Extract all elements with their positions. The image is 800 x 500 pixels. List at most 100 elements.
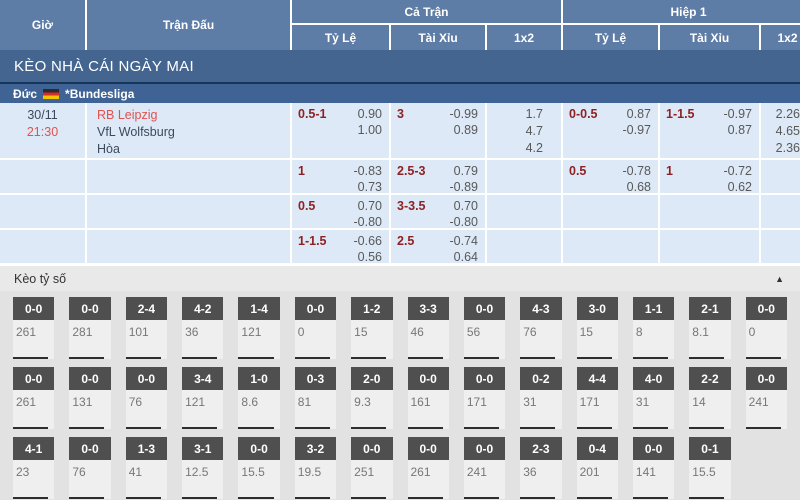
score-odds-card[interactable]: 4-3 76 — [520, 297, 562, 359]
odds-value[interactable]: 0.56 — [357, 250, 382, 263]
score-odds-card[interactable]: 0-0 76 — [125, 367, 168, 429]
full-handicap-odds[interactable]: 0.5-1 0.90 1.00 — [292, 103, 389, 158]
score-odds-card[interactable]: 3-0 15 — [576, 297, 618, 359]
score-odds-card[interactable]: 0-1 15.5 — [689, 437, 731, 499]
score-odds-card[interactable]: 0-4 201 — [576, 437, 618, 499]
score-odds-value: 81 — [297, 395, 312, 409]
odds-value[interactable]: 4.65 — [775, 124, 800, 138]
odds-value[interactable]: 0.87 — [626, 107, 651, 121]
score-odds-card[interactable]: 3-3 46 — [407, 297, 449, 359]
score-odds-value: 141 — [635, 465, 656, 479]
odds-value[interactable]: 4.7 — [525, 124, 543, 138]
score-odds-card[interactable]: 0-0 161 — [407, 367, 449, 429]
odds-value[interactable]: 0.79 — [453, 164, 478, 178]
score-odds-card[interactable]: 3-1 12.5 — [182, 437, 224, 499]
score-odds-card[interactable]: 0-0 76 — [69, 437, 111, 499]
score-odds-card[interactable]: 2-1 8.1 — [689, 297, 731, 359]
empty-cell — [87, 160, 290, 193]
full-overunder-odds[interactable]: 2.5-3 0.79 -0.89 — [391, 160, 485, 193]
score-odds-card[interactable]: 3-4 121 — [182, 367, 224, 429]
odds-value[interactable]: 0.87 — [727, 123, 752, 137]
full-1x2-odds[interactable]: 1.7 4.7 4.2 — [487, 103, 561, 158]
odds-value[interactable]: 2.26 — [775, 107, 800, 121]
score-odds-card[interactable]: 1-2 15 — [351, 297, 393, 359]
full-overunder-odds[interactable]: 3-3.5 0.70 -0.80 — [391, 195, 485, 228]
score-odds-card[interactable]: 4-1 23 — [13, 437, 55, 499]
odds-value[interactable]: 1.00 — [357, 123, 382, 137]
score-odds-card[interactable]: 4-4 171 — [576, 367, 618, 429]
h1-handicap-odds[interactable]: 0.5 -0.78 0.68 — [563, 160, 658, 193]
odds-value[interactable]: 1.7 — [525, 107, 543, 121]
odds-value[interactable]: 0.89 — [453, 123, 478, 137]
odds-value[interactable]: -0.74 — [449, 234, 479, 248]
full-overunder-odds[interactable]: 2.5 -0.74 0.64 — [391, 230, 485, 263]
score-section-header[interactable]: Kèo tỷ số ▲ — [0, 266, 800, 291]
h1-overunder-odds[interactable]: 1 -0.72 0.62 — [660, 160, 759, 193]
score-odds-card[interactable]: 1-3 41 — [125, 437, 168, 499]
h1-1x2-odds[interactable]: 2.26 4.65 2.36 — [761, 103, 800, 158]
score-odds-card[interactable]: 1-4 121 — [238, 297, 280, 359]
league-name: *Bundesliga — [65, 86, 135, 101]
score-odds-value: 31 — [523, 395, 537, 409]
score-odds-card[interactable]: 4-0 31 — [632, 367, 675, 429]
score-odds-card[interactable]: 0-0 241 — [463, 437, 506, 499]
odds-value[interactable]: 0.70 — [453, 199, 478, 213]
league-row[interactable]: Đức *Bundesliga — [0, 82, 800, 103]
score-odds-card[interactable]: 2-2 14 — [689, 367, 731, 429]
odds-value[interactable]: 2.36 — [775, 141, 800, 155]
score-odds-card[interactable]: 0-0 141 — [632, 437, 675, 499]
odds-value[interactable]: -0.78 — [622, 164, 652, 178]
match-kickoff-time: 21:30 — [26, 125, 59, 139]
odds-value[interactable]: -0.80 — [353, 215, 383, 228]
score-odds-card[interactable]: 3-2 19.5 — [294, 437, 337, 499]
h1-handicap-odds[interactable]: 0-0.5 0.87 -0.97 — [563, 103, 658, 158]
score-odds-card[interactable]: 0-0 131 — [69, 367, 111, 429]
odds-value[interactable]: 0.90 — [357, 107, 382, 121]
score-odds-card[interactable]: 0-0 261 — [13, 297, 55, 359]
odds-value[interactable]: -0.80 — [449, 215, 479, 228]
collapse-up-icon[interactable]: ▲ — [775, 273, 784, 284]
score-odds-value: 8 — [635, 325, 643, 339]
full-handicap-odds[interactable]: 1-1.5 -0.66 0.56 — [292, 230, 389, 263]
score-odds-card[interactable]: 1-0 8.6 — [238, 367, 280, 429]
score-odds-card[interactable]: 0-0 281 — [69, 297, 111, 359]
h1-overunder-odds[interactable]: 1-1.5 -0.97 0.87 — [660, 103, 759, 158]
odds-value[interactable]: 0.64 — [453, 250, 478, 263]
score-odds-card[interactable]: 0-0 171 — [463, 367, 506, 429]
odds-value[interactable]: 0.70 — [357, 199, 382, 213]
full-handicap-odds[interactable]: 1 -0.83 0.73 — [292, 160, 389, 193]
odds-value[interactable]: 0.73 — [357, 180, 382, 193]
score-odds-card[interactable]: 0-0 251 — [351, 437, 393, 499]
full-overunder-odds[interactable]: 3 -0.99 0.89 — [391, 103, 485, 158]
score-odds-card[interactable]: 4-2 36 — [182, 297, 224, 359]
odds-value[interactable]: -0.66 — [353, 234, 383, 248]
subheader-h1-handicap: Tỷ Lệ — [563, 25, 658, 50]
score-odds-card[interactable]: 0-0 241 — [745, 367, 787, 429]
odds-value[interactable]: -0.97 — [622, 123, 652, 137]
odds-value[interactable]: 4.2 — [525, 141, 543, 155]
odds-value[interactable]: 0.62 — [727, 180, 752, 193]
odds-value[interactable]: -0.72 — [723, 164, 753, 178]
score-odds-value: 8.1 — [692, 325, 709, 339]
odds-value[interactable]: -0.99 — [449, 107, 479, 121]
score-odds-card[interactable]: 0-0 15.5 — [238, 437, 280, 499]
odds-value[interactable]: 0.68 — [626, 180, 651, 193]
score-chip: 2-0 — [351, 367, 393, 390]
score-odds-card[interactable]: 0-0 261 — [407, 437, 449, 499]
score-chip: 1-1 — [632, 297, 675, 320]
score-odds-card[interactable]: 2-4 101 — [125, 297, 168, 359]
score-odds-card[interactable]: 0-2 31 — [520, 367, 562, 429]
score-odds-card[interactable]: 1-1 8 — [632, 297, 675, 359]
odds-value[interactable]: -0.97 — [723, 107, 753, 121]
score-odds-card[interactable]: 0-0 261 — [13, 367, 55, 429]
score-odds-card[interactable]: 0-3 81 — [294, 367, 337, 429]
score-odds-card[interactable]: 0-0 56 — [463, 297, 506, 359]
score-odds-card[interactable]: 0-0 0 — [745, 297, 787, 359]
odds-value[interactable]: -0.89 — [449, 180, 479, 193]
odds-value[interactable]: -0.83 — [353, 164, 383, 178]
score-odds-card[interactable]: 0-0 0 — [294, 297, 337, 359]
score-card-underline — [689, 497, 725, 499]
full-handicap-odds[interactable]: 0.5 0.70 -0.80 — [292, 195, 389, 228]
score-odds-card[interactable]: 2-3 36 — [520, 437, 562, 499]
score-odds-card[interactable]: 2-0 9.3 — [351, 367, 393, 429]
